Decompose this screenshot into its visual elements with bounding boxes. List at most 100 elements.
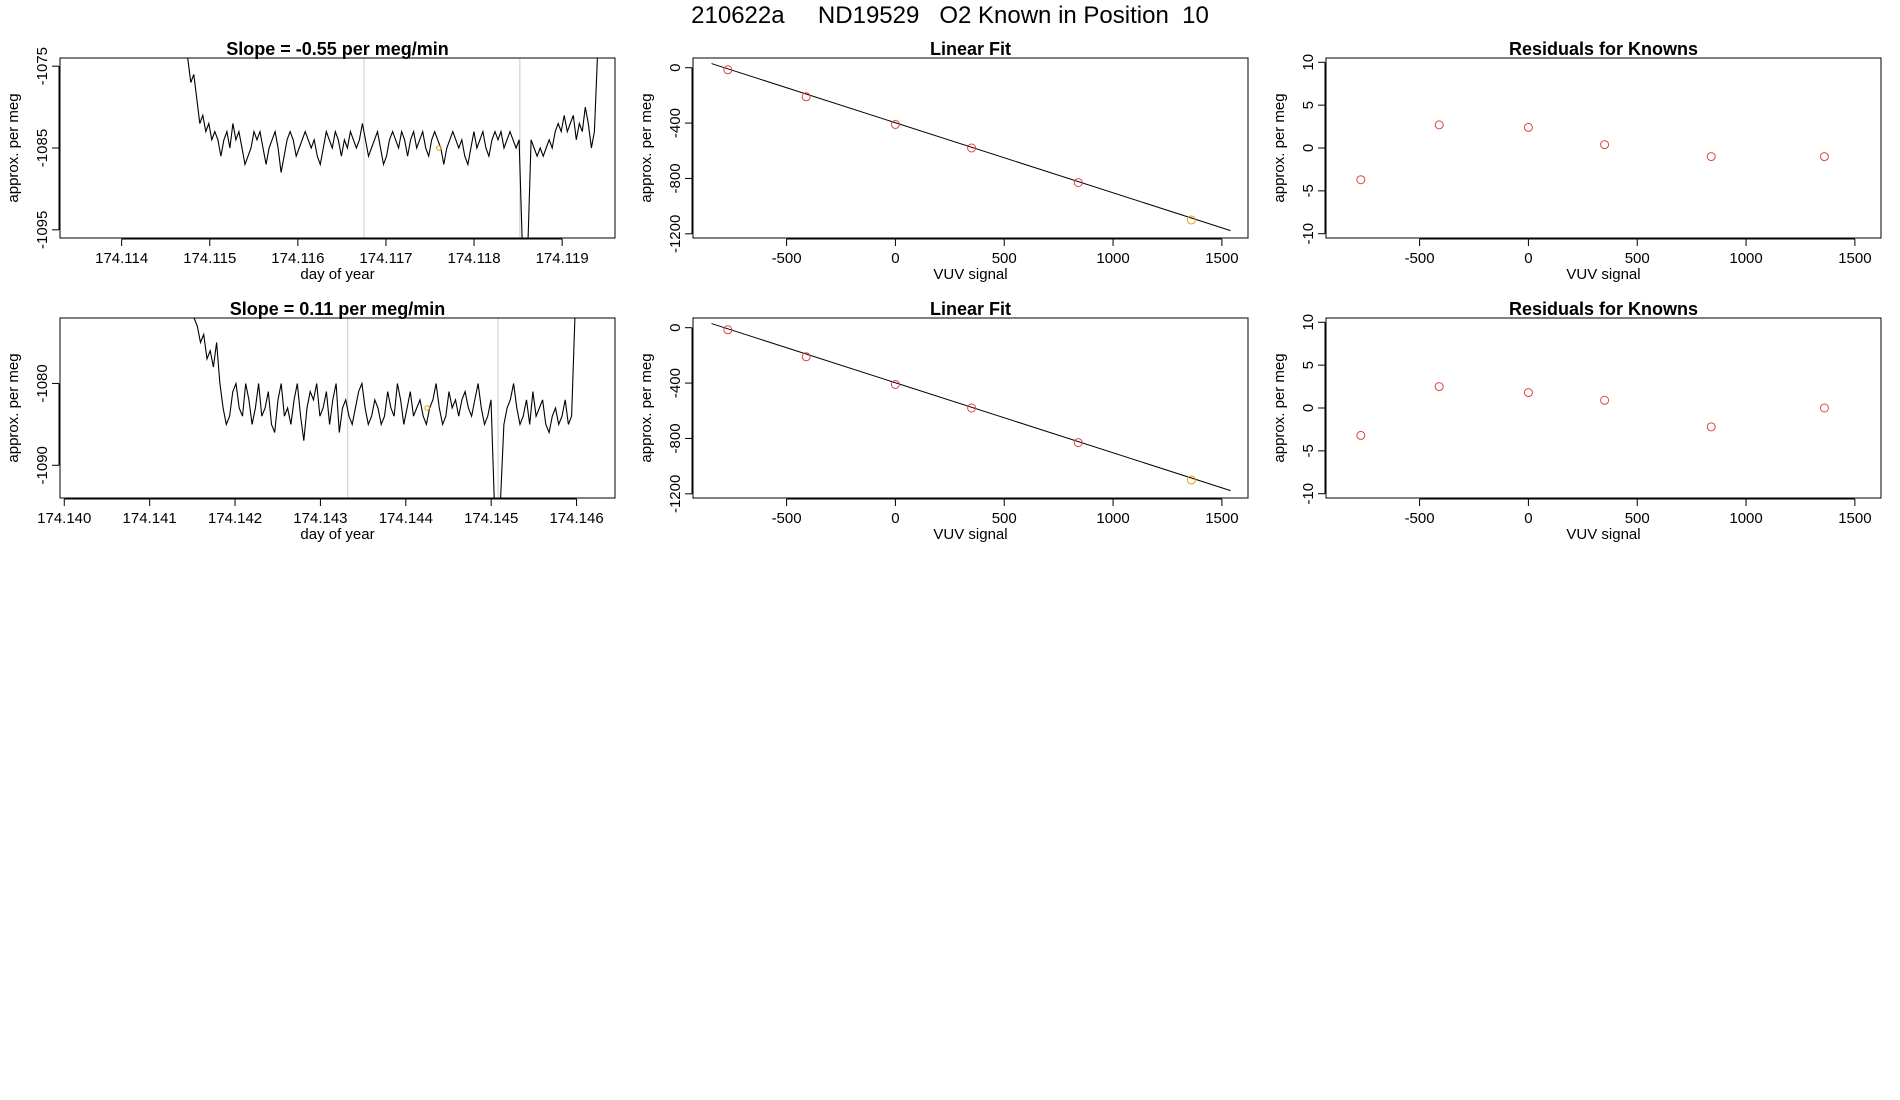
y-axis-label: approx. per meg bbox=[5, 353, 22, 462]
data-point bbox=[801, 92, 811, 102]
chart-residuals-2: Residuals for Knowns -500 0 500 1000 1500 VUV … bbox=[1271, 299, 1882, 543]
x-axis-label: VUV signal bbox=[933, 526, 1007, 543]
data-point bbox=[1356, 430, 1366, 440]
x-tick-label: 1500 bbox=[1838, 250, 1871, 267]
x-tick-label: 174.140 bbox=[37, 510, 91, 527]
panel-residuals-1: Residuals for Knowns -500 0 500 1000 1500 VUV … bbox=[1266, 30, 1899, 315]
y-tick-label: -400 bbox=[667, 108, 684, 138]
x-tick-label: 500 bbox=[1625, 510, 1650, 527]
y-tick-label: -1090 bbox=[34, 446, 51, 484]
data-point bbox=[1706, 422, 1716, 432]
chart-title: Linear Fit bbox=[930, 39, 1011, 59]
y-tick-label: -10 bbox=[1300, 483, 1317, 505]
x-tick-label: 0 bbox=[1524, 510, 1532, 527]
x-tick-label: 1500 bbox=[1838, 510, 1871, 527]
x-tick-label: 174.143 bbox=[293, 510, 347, 527]
x-tick-label: 500 bbox=[992, 250, 1017, 267]
x-tick-label: 500 bbox=[992, 510, 1017, 527]
data-point bbox=[1434, 120, 1444, 130]
y-tick-label: -1200 bbox=[667, 475, 684, 513]
data-point bbox=[967, 403, 977, 413]
fit-line bbox=[711, 323, 1231, 492]
data-point bbox=[1073, 178, 1083, 188]
chart-title: Residuals for Knowns bbox=[1509, 39, 1698, 59]
y-tick-label: 5 bbox=[1300, 101, 1317, 109]
y-tick-label: -10 bbox=[1300, 223, 1317, 245]
y-tick-label: 0 bbox=[667, 64, 684, 72]
x-tick-label: 0 bbox=[891, 510, 899, 527]
highlight-point bbox=[424, 405, 430, 411]
y-tick-label: 5 bbox=[1300, 361, 1317, 369]
data-point bbox=[1600, 395, 1610, 405]
data-point bbox=[1434, 382, 1444, 392]
x-tick-label: 0 bbox=[891, 250, 899, 267]
y-axis-label: approx. per meg bbox=[638, 353, 655, 462]
figure-title: 210622a ND19529 O2 Known in Position 10 bbox=[691, 2, 1209, 29]
y-tick-label: 0 bbox=[1300, 404, 1317, 412]
y-tick-label: -1095 bbox=[34, 211, 51, 249]
chart-linearfit-1: Linear Fit -500 0 500 1000 1500 VUV signal 0 -40… bbox=[638, 39, 1249, 283]
data-point bbox=[1186, 215, 1196, 225]
panel-linearfit-1: Linear Fit -500 0 500 1000 1500 VUV signal 0 -40… bbox=[633, 30, 1266, 315]
x-tick-label: 1000 bbox=[1096, 250, 1129, 267]
data-point bbox=[1523, 388, 1533, 398]
y-tick-label: 10 bbox=[1300, 54, 1317, 71]
x-axis-label: day of year bbox=[300, 266, 374, 283]
x-axis-label: VUV signal bbox=[933, 266, 1007, 283]
y-axis-label: approx. per meg bbox=[5, 93, 22, 202]
x-tick-label: 174.119 bbox=[536, 250, 589, 267]
plot-frame bbox=[1325, 317, 1882, 499]
x-tick-label: -500 bbox=[772, 510, 802, 527]
series-line bbox=[193, 318, 576, 498]
panel-timeseries-1: Slope = -0.55 per meg/min 174.114 174.115 1… bbox=[0, 30, 633, 315]
y-axis-label: approx. per meg bbox=[1271, 353, 1288, 462]
data-point bbox=[967, 143, 977, 153]
fit-line bbox=[711, 63, 1231, 232]
panel-timeseries-2: Slope = 0.11 per meg/min 174.140 174.141 17… bbox=[0, 290, 633, 575]
panel-residuals-2: Residuals for Knowns -500 0 500 1000 1500 VUV … bbox=[1266, 290, 1899, 575]
x-tick-label: 174.142 bbox=[208, 510, 262, 527]
data-point bbox=[890, 379, 900, 389]
data-point bbox=[1600, 140, 1610, 150]
series-line bbox=[187, 58, 598, 238]
data-point bbox=[890, 119, 900, 129]
plot-frame bbox=[692, 317, 1249, 499]
data-point bbox=[1819, 152, 1829, 162]
x-tick-label: -500 bbox=[772, 250, 802, 267]
x-tick-label: 174.144 bbox=[379, 510, 433, 527]
plot-frame bbox=[1325, 57, 1882, 239]
chart-title: Slope = 0.11 per meg/min bbox=[230, 299, 446, 319]
x-tick-label: 1000 bbox=[1096, 510, 1129, 527]
y-tick-label: -1200 bbox=[667, 215, 684, 253]
x-tick-label: 1500 bbox=[1205, 510, 1238, 527]
y-axis-label: approx. per meg bbox=[1271, 93, 1288, 202]
chart-linearfit-2: Linear Fit -500 0 500 1000 1500 VUV signal 0 -40… bbox=[638, 299, 1249, 543]
y-tick-label: -1085 bbox=[34, 129, 51, 167]
x-tick-label: 1500 bbox=[1205, 250, 1238, 267]
y-tick-label: -5 bbox=[1300, 444, 1317, 457]
plot-area bbox=[193, 318, 576, 498]
x-tick-label: 174.145 bbox=[464, 510, 518, 527]
chart-title: Residuals for Knowns bbox=[1509, 299, 1698, 319]
plot-frame bbox=[59, 317, 616, 499]
data-point bbox=[723, 325, 733, 335]
y-tick-label: -800 bbox=[667, 163, 684, 193]
chart-title: Slope = -0.55 per meg/min bbox=[226, 39, 449, 59]
y-tick-label: 0 bbox=[667, 324, 684, 332]
chart-timeseries-2: Slope = 0.11 per meg/min 174.140 174.141 17… bbox=[5, 299, 616, 543]
data-point bbox=[1706, 152, 1716, 162]
y-tick-label: 0 bbox=[1300, 144, 1317, 152]
plot-area bbox=[711, 323, 1231, 492]
plot-area bbox=[711, 63, 1231, 232]
x-tick-label: -500 bbox=[1405, 510, 1435, 527]
data-point bbox=[1819, 403, 1829, 413]
chart-residuals-1: Residuals for Knowns -500 0 500 1000 1500 VUV … bbox=[1271, 39, 1882, 283]
data-point bbox=[1356, 175, 1366, 185]
x-tick-label: 1000 bbox=[1729, 250, 1762, 267]
chart-title: Linear Fit bbox=[930, 299, 1011, 319]
data-point bbox=[723, 65, 733, 75]
x-tick-label: 174.115 bbox=[183, 250, 236, 267]
plot-frame bbox=[59, 57, 616, 239]
x-tick-label: 500 bbox=[1625, 250, 1650, 267]
chart-timeseries-1: Slope = -0.55 per meg/min 174.114 174.115 1… bbox=[5, 39, 616, 283]
